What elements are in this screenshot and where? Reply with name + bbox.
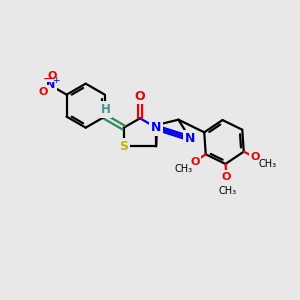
Text: CH₃: CH₃ — [259, 159, 277, 169]
Text: O: O — [135, 90, 145, 103]
Text: N: N — [185, 132, 195, 145]
Text: CH₃: CH₃ — [218, 186, 236, 196]
Text: O: O — [38, 87, 48, 97]
Text: H: H — [101, 103, 111, 116]
Text: CH₃: CH₃ — [174, 164, 192, 174]
Text: +: + — [52, 76, 59, 85]
Text: −: − — [42, 73, 53, 86]
Text: N: N — [151, 121, 161, 134]
Text: O: O — [190, 157, 200, 166]
Text: O: O — [48, 70, 57, 80]
Text: S: S — [119, 140, 128, 153]
Text: O: O — [222, 172, 231, 182]
Text: N: N — [46, 80, 55, 90]
Text: O: O — [251, 152, 260, 162]
